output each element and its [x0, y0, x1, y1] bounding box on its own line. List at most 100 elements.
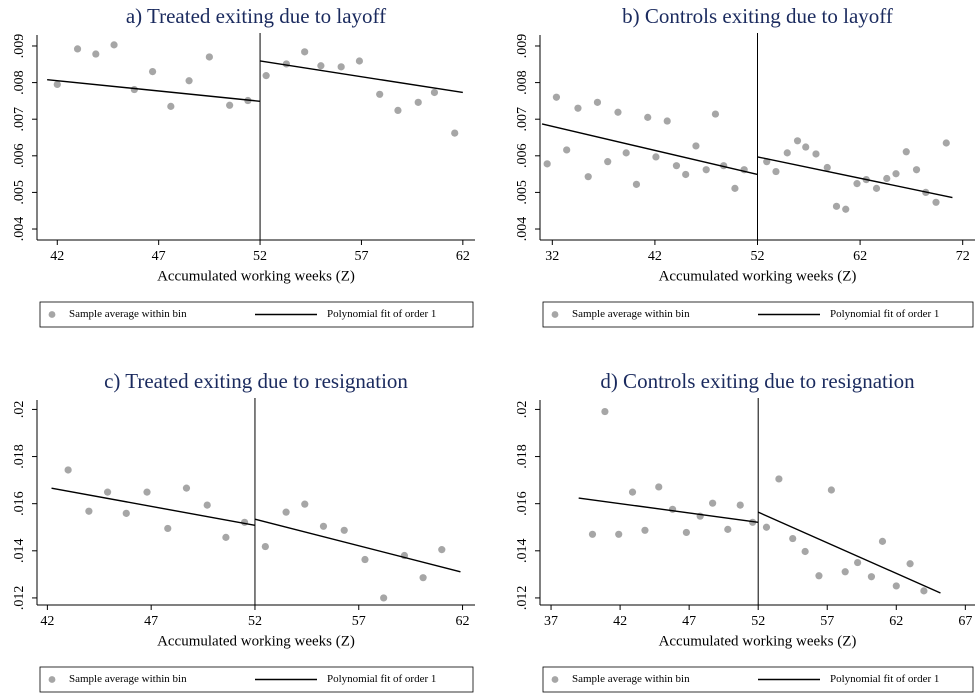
bin-point	[892, 170, 900, 178]
bin-point	[842, 205, 850, 213]
bin-point	[85, 507, 93, 515]
y-tick-label: .012	[515, 586, 530, 611]
fit-line	[47, 78, 261, 102]
bin-point	[301, 500, 309, 508]
bin-point	[64, 466, 72, 474]
bin-point	[601, 407, 609, 416]
bin-point	[632, 180, 641, 188]
bin-point	[301, 48, 309, 56]
y-tick-label: .009	[515, 34, 530, 59]
y-tick-label: .004	[12, 217, 27, 242]
legend-label: Sample average within bin	[69, 673, 187, 685]
y-tick-label: .016	[515, 491, 530, 516]
x-tick-label: 67	[958, 614, 972, 629]
bin-point	[702, 166, 710, 174]
legend-label: Polynomial fit of order 1	[327, 673, 436, 685]
bin-point	[672, 162, 681, 170]
bin-point	[319, 522, 328, 530]
bin-point	[73, 45, 82, 53]
bin-point	[783, 149, 791, 157]
bin-point	[867, 573, 876, 581]
y-tick-label: .005	[515, 180, 530, 205]
bin-point	[614, 108, 622, 116]
legend-marker	[551, 311, 559, 318]
bin-point	[682, 170, 690, 179]
bin-point	[182, 484, 191, 492]
bin-point	[644, 113, 652, 121]
x-tick-label: 62	[853, 249, 867, 264]
x-tick-label: 47	[144, 614, 158, 629]
y-tick-label: .018	[515, 444, 530, 469]
bin-point	[588, 530, 597, 538]
bin-point	[711, 110, 720, 118]
x-tick-label: 62	[889, 614, 903, 629]
bin-point	[731, 184, 739, 192]
bin-point	[203, 501, 211, 509]
bin-point	[789, 534, 797, 543]
legend-label: Polynomial fit of order 1	[327, 308, 436, 320]
bin-point	[340, 526, 348, 534]
x-tick-label: 47	[682, 614, 696, 629]
bin-point	[775, 475, 783, 483]
x-tick-label: 57	[820, 614, 834, 629]
bin-point	[261, 542, 269, 551]
bin-point	[892, 582, 900, 590]
bin-point	[772, 167, 780, 176]
bin-point	[801, 547, 809, 556]
bin-point	[451, 129, 459, 137]
y-tick-label: .014	[12, 539, 27, 564]
bin-point	[853, 180, 861, 188]
fit-line	[757, 156, 953, 199]
legend-label: Polynomial fit of order 1	[830, 308, 939, 320]
bin-point	[827, 486, 835, 494]
x-tick-label: 42	[648, 249, 662, 264]
x-axis-label: Accumulated working weeks (Z)	[659, 268, 857, 284]
bin-point	[185, 77, 193, 85]
bin-point	[355, 57, 364, 65]
fit-line	[578, 497, 759, 523]
y-tick-label: .008	[12, 70, 27, 95]
bin-point	[762, 523, 771, 531]
x-tick-label: 52	[248, 614, 262, 629]
bin-point	[854, 558, 862, 567]
bin-point	[282, 508, 290, 516]
bin-point	[902, 148, 910, 156]
bin-point	[883, 174, 891, 183]
y-tick-label: .008	[515, 70, 530, 95]
chart-title: a) Treated exiting due to layoff	[126, 4, 386, 28]
legend-marker	[551, 676, 559, 683]
bin-point	[663, 117, 671, 125]
x-tick-label: 32	[545, 249, 559, 264]
bin-point	[438, 546, 446, 554]
bin-point	[655, 483, 663, 491]
bin-point	[337, 63, 345, 71]
bin-point	[563, 146, 571, 154]
y-tick-label: .016	[12, 491, 27, 516]
bin-point	[832, 202, 841, 210]
bin-point	[652, 153, 660, 161]
bin-point	[692, 142, 700, 150]
bin-point	[912, 166, 921, 174]
legend-label: Sample average within bin	[572, 308, 690, 320]
legend-marker	[48, 676, 56, 683]
bin-point	[53, 80, 61, 89]
y-tick-label: .012	[12, 586, 27, 611]
fit-line	[51, 487, 256, 527]
bin-point	[622, 149, 630, 157]
bin-point	[682, 528, 690, 537]
legend-label: Polynomial fit of order 1	[830, 673, 939, 685]
x-tick-label: 57	[354, 249, 368, 264]
x-tick-label: 42	[40, 614, 54, 629]
bin-point	[164, 524, 172, 533]
chart-title: c) Treated exiting due to resignation	[104, 369, 408, 393]
bin-point	[823, 163, 831, 172]
bin-point	[262, 72, 270, 80]
bin-point	[361, 555, 369, 564]
bin-point	[282, 60, 291, 68]
bin-point	[317, 62, 325, 70]
bin-point	[376, 90, 384, 98]
bin-point	[430, 88, 439, 97]
x-axis-label: Accumulated working weeks (Z)	[157, 268, 355, 284]
fit-line	[541, 123, 758, 176]
y-tick-label: .006	[515, 144, 530, 169]
